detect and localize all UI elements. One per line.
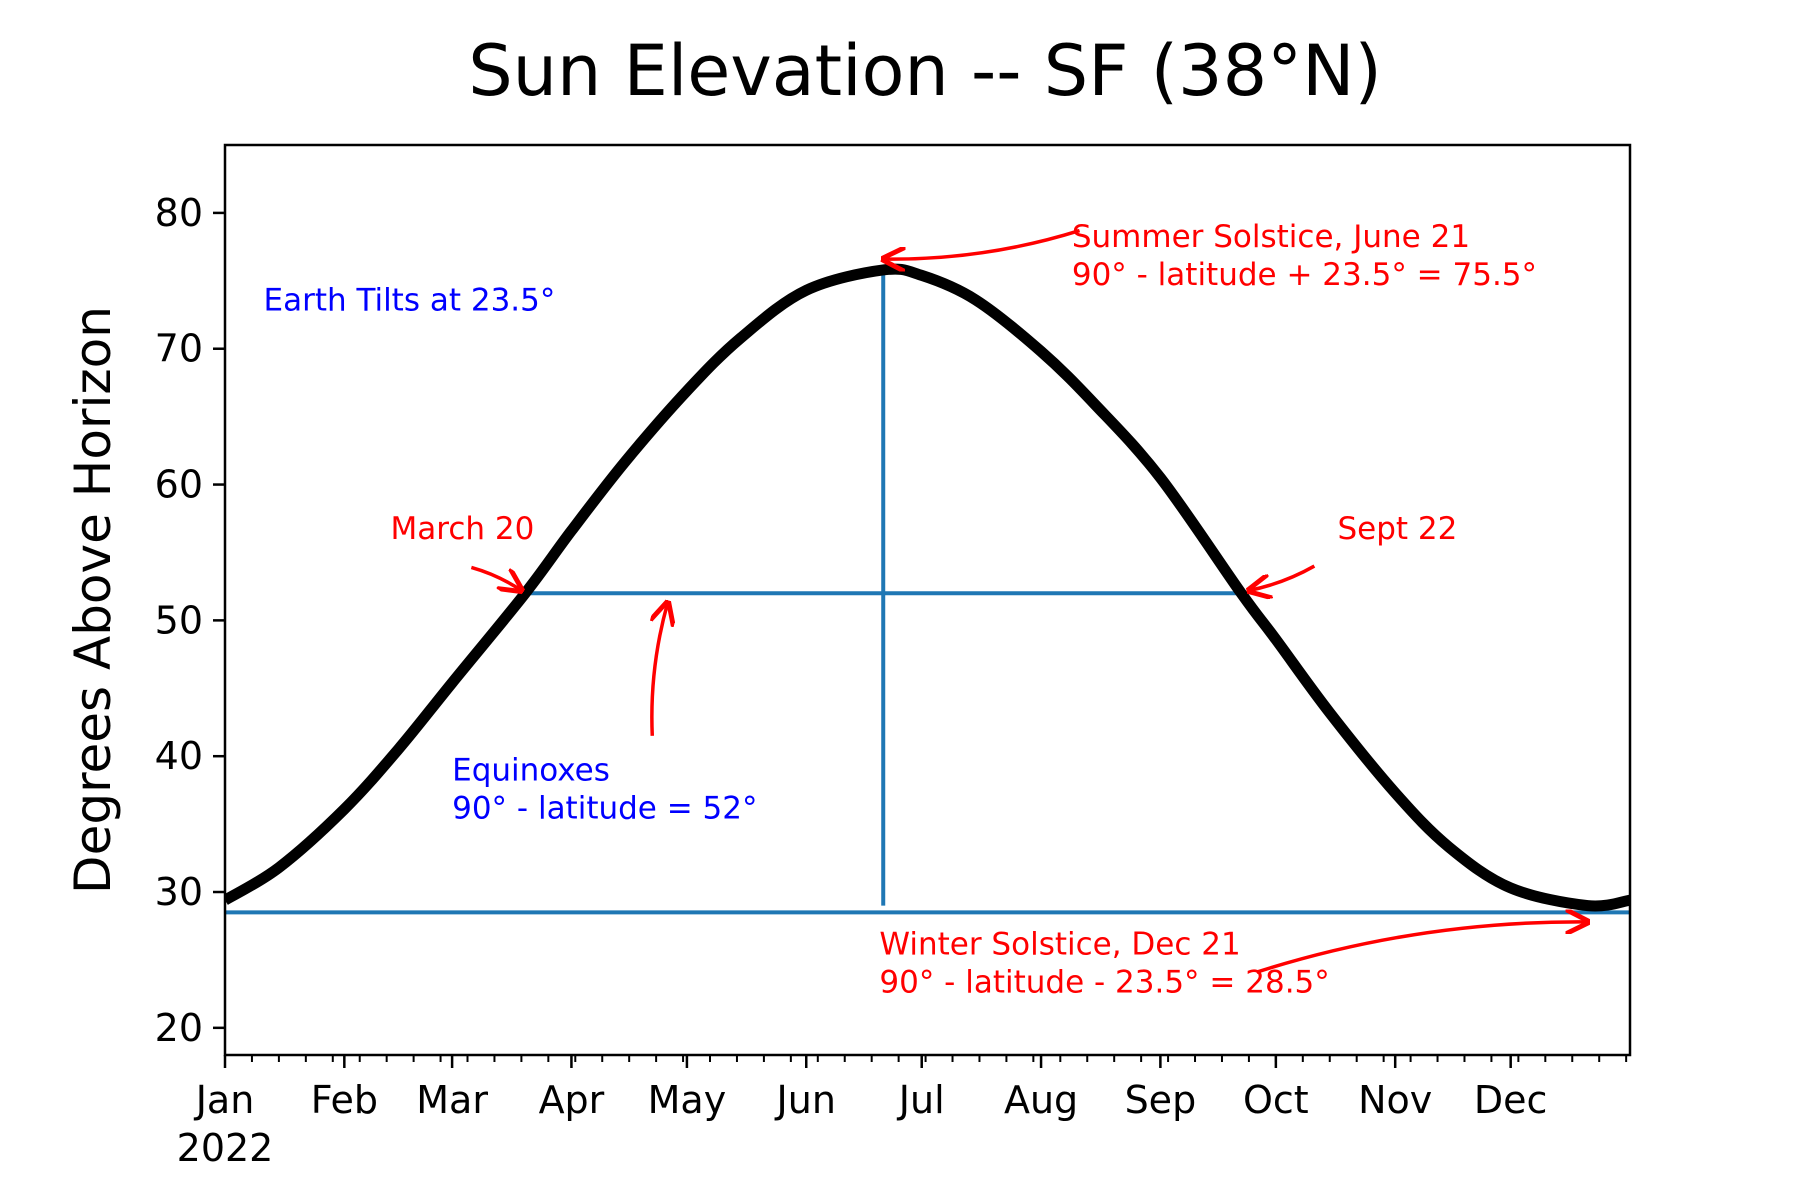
annotation-winter-text: Winter Solstice, Dec 21 — [879, 926, 1240, 962]
y-tick-label: 50 — [155, 598, 203, 642]
x-tick-label: Jul — [897, 1078, 945, 1122]
y-tick-label: 80 — [155, 191, 203, 235]
annotation-march-text: March 20 — [391, 511, 535, 547]
annotation-equinox-text: Equinoxes — [452, 753, 610, 789]
chart-title: Sun Elevation -- SF (38°N) — [468, 30, 1382, 112]
y-tick-label: 60 — [155, 463, 203, 507]
x-tick-label: May — [648, 1078, 727, 1122]
annotation-summer-text: Summer Solstice, June 21 — [1072, 219, 1470, 255]
annotation-winter-text: 90° - latitude - 23.5° = 28.5° — [879, 964, 1329, 1000]
x-tick-label: Aug — [1004, 1078, 1078, 1122]
annotation-summer-text: 90° - latitude + 23.5° = 75.5° — [1072, 257, 1537, 293]
annotation-march-arrow — [470, 565, 521, 590]
x-tick-label: Nov — [1358, 1078, 1432, 1122]
y-tick-label: 70 — [155, 327, 203, 371]
x-tick-label: Sep — [1125, 1078, 1197, 1122]
y-tick-label: 20 — [155, 1006, 203, 1050]
x-tick-label: Apr — [539, 1078, 605, 1122]
y-tick-label: 30 — [155, 870, 203, 914]
x-tick-label: Jan — [194, 1078, 255, 1122]
x-tick-label: Dec — [1474, 1078, 1548, 1122]
sun-elevation-curve — [225, 263, 1630, 912]
annotation-summer-arrow — [883, 228, 1081, 260]
annotation-winter-arrow — [1256, 922, 1588, 974]
x-tick-label: Oct — [1243, 1078, 1309, 1122]
annotation-sept-arrow — [1249, 564, 1316, 590]
x-tick-label: Feb — [311, 1078, 378, 1122]
x-tick-label: Mar — [416, 1078, 488, 1122]
annotation-tilt-text: Earth Tilts at 23.5° — [263, 283, 555, 319]
annotation-equinox-arrow — [652, 603, 668, 736]
x-year-label: 2022 — [177, 1126, 274, 1170]
annotation-sept-text: Sept 22 — [1337, 511, 1457, 547]
y-tick-label: 40 — [155, 734, 203, 778]
annotation-equinox-text: 90° - latitude = 52° — [452, 791, 757, 827]
y-axis-label: Degrees Above Horizon — [64, 306, 122, 894]
plot-frame — [223, 143, 1632, 1057]
x-tick-label: Jun — [775, 1078, 836, 1122]
